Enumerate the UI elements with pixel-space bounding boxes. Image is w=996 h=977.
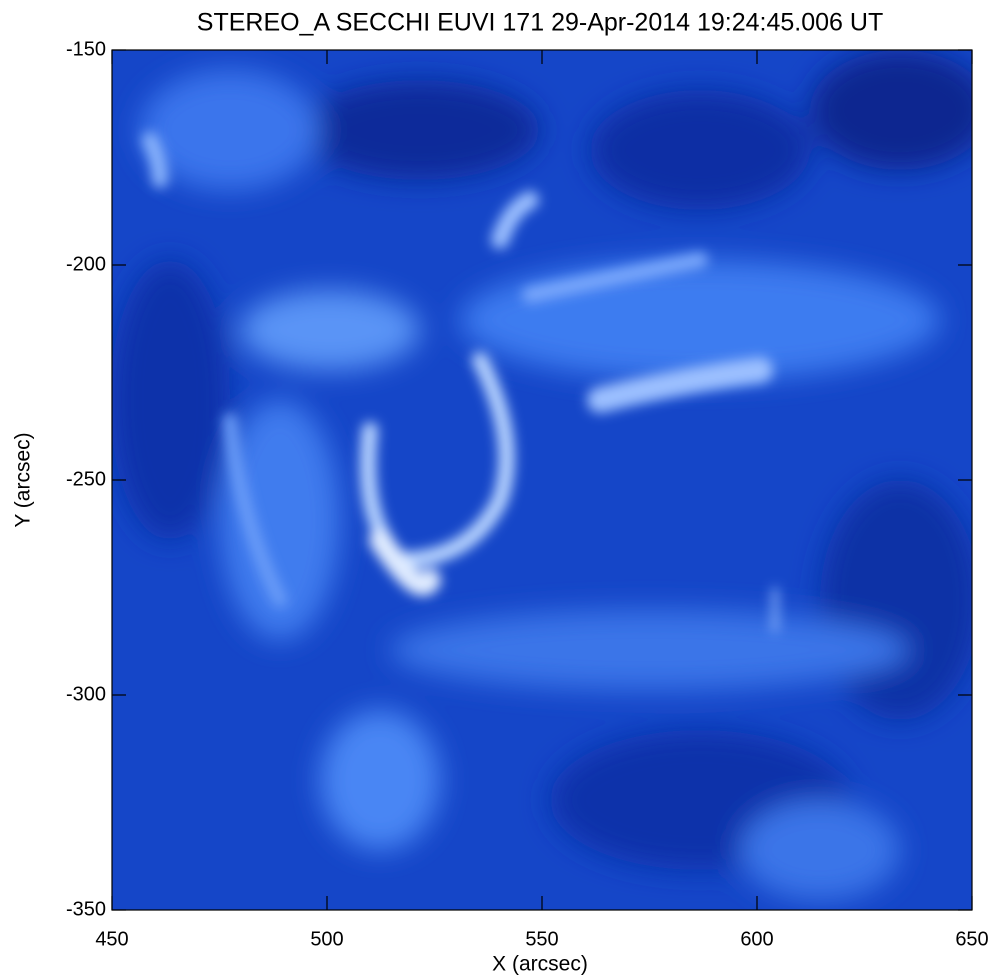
- solar-image: [110, 50, 990, 910]
- x-tick-label: 500: [310, 928, 343, 950]
- page: {"chart_data": {"type": "image", "title"…: [0, 0, 996, 977]
- x-axis-label: X (arcsec): [492, 953, 588, 976]
- y-tick-label: -200: [66, 253, 106, 275]
- y-tick-label: -150: [66, 38, 106, 60]
- chart-title: STEREO_A SECCHI EUVI 171 29-Apr-2014 19:…: [197, 9, 883, 37]
- x-tick-label: 600: [740, 928, 773, 950]
- y-tick-label: -300: [66, 683, 106, 705]
- chart: STEREO_A SECCHI EUVI 171 29-Apr-2014 19:…: [0, 0, 996, 977]
- y-tick-label: -350: [66, 898, 106, 920]
- x-tick-label: 550: [525, 928, 558, 950]
- y-tick-label: -250: [66, 468, 106, 490]
- x-tick-label: 450: [95, 928, 128, 950]
- x-tick-label: 650: [955, 928, 988, 950]
- y-axis-label: Y (arcsec): [12, 432, 35, 527]
